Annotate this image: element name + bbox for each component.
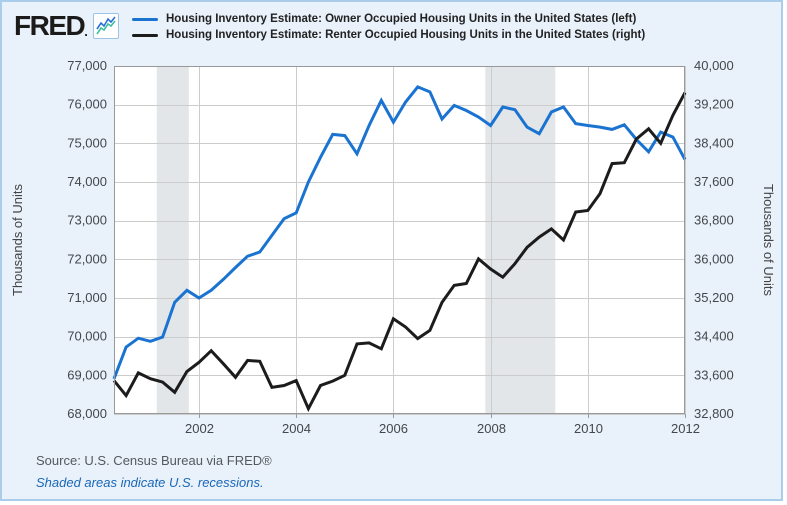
left-axis-tick-label: 75,000: [67, 135, 107, 150]
x-axis-tick-label: 2012: [671, 421, 700, 436]
gridlines: [114, 66, 686, 415]
left-axis: 77,000 76,000 75,000 74,000 73,000 72,000 71,0…: [67, 58, 107, 421]
x-axis: 2002 2004 2006 2008 2010 2012: [185, 414, 700, 436]
left-axis-tick-label: 72,000: [67, 251, 107, 266]
x-axis-tick-label: 2008: [477, 421, 506, 436]
right-axis-tick-label: 40,000: [694, 58, 734, 73]
right-axis: 40,000 39,200 38,400 37,600 36,800 36,000 35,2…: [694, 58, 734, 421]
right-axis-tick-label: 38,400: [694, 135, 734, 150]
right-axis-tick-label: 35,200: [694, 290, 734, 305]
left-axis-tick-label: 70,000: [67, 329, 107, 344]
sparkline-chart-icon: [92, 13, 119, 39]
right-axis-tick-label: 37,600: [694, 174, 734, 189]
right-axis-tick-label: 32,800: [694, 406, 734, 421]
legend: Housing Inventory Estimate: Owner Occupi…: [132, 11, 645, 43]
legend-swatch: [132, 17, 158, 21]
fred-logo-trademark-dot: .: [84, 24, 88, 39]
legend-label: Housing Inventory Estimate: Owner Occupi…: [166, 13, 637, 25]
recession-bands: [156, 66, 556, 414]
owner-occupied-line: [112, 85, 687, 380]
left-axis-tick-label: 69,000: [67, 367, 107, 382]
recession-note: Shaded areas indicate U.S. recessions.: [36, 475, 264, 490]
right-axis-title: Thousands of Units: [761, 184, 776, 297]
right-axis-tick-label: 36,000: [694, 251, 734, 266]
left-axis-tick-label: 76,000: [67, 97, 107, 112]
plot-background: [114, 66, 685, 414]
left-axis-tick-label: 77,000: [67, 58, 107, 73]
legend-item[interactable]: Housing Inventory Estimate: Owner Occupi…: [132, 11, 645, 27]
right-axis-tick-label: 33,600: [694, 367, 734, 382]
x-axis-tick-label: 2004: [282, 421, 311, 436]
legend-label: Housing Inventory Estimate: Renter Occup…: [166, 29, 646, 41]
legend-swatch: [132, 33, 158, 37]
recession-band: [156, 66, 189, 414]
right-axis-tick-label: 39,200: [694, 97, 734, 112]
fred-logo-text: FRED: [14, 10, 86, 41]
x-axis-tick-label: 2006: [379, 421, 408, 436]
left-axis-title: Thousands of Units: [10, 184, 25, 297]
renter-occupied-line: [112, 91, 687, 413]
left-axis-tick-label: 71,000: [67, 290, 107, 305]
plot-border: [114, 66, 685, 414]
left-axis-tick-label: 73,000: [67, 213, 107, 228]
fred-logo[interactable]: FRED.: [14, 10, 119, 42]
left-axis-tick-label: 68,000: [67, 406, 107, 421]
right-axis-tick-label: 36,800: [694, 213, 734, 228]
x-axis-tick-label: 2010: [574, 421, 603, 436]
left-axis-tick-label: 74,000: [67, 174, 107, 189]
source-text: Source: U.S. Census Bureau via FRED®: [36, 453, 272, 468]
legend-item[interactable]: Housing Inventory Estimate: Renter Occup…: [132, 27, 645, 43]
right-axis-tick-label: 34,400: [694, 329, 734, 344]
x-axis-tick-label: 2002: [185, 421, 214, 436]
